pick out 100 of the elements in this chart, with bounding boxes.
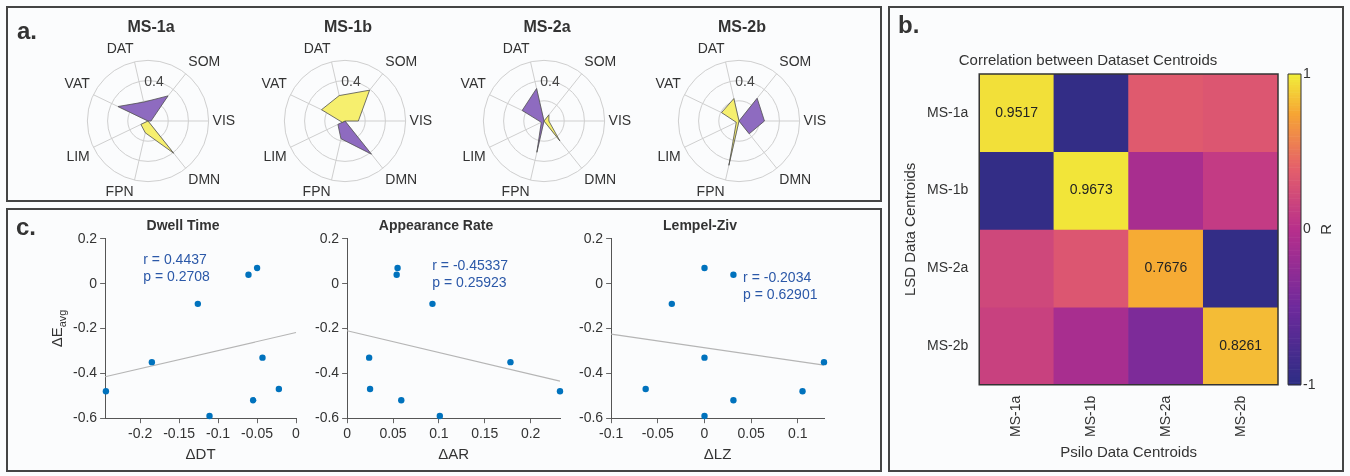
- point: [102, 388, 110, 395]
- y-tick-label: MS-1a: [927, 103, 969, 120]
- x-tick-label: 0: [292, 425, 301, 442]
- spoke-label: FPN: [696, 183, 725, 200]
- spoke-label: VAT: [261, 75, 288, 92]
- point: [249, 397, 257, 404]
- x-tick-label: 0.15: [471, 425, 499, 442]
- annotation: r = -0.45337: [432, 256, 509, 273]
- spoke-label: LIM: [263, 148, 287, 165]
- x-tick-label: MS-1a: [1007, 395, 1024, 437]
- text: 0.4: [341, 73, 361, 90]
- spoke-label: LIM: [462, 148, 486, 165]
- point: [394, 264, 401, 272]
- chart-title: MS-2a: [523, 18, 571, 36]
- x-tick-label: 0: [343, 425, 352, 442]
- spoke-label: FPN: [501, 183, 530, 200]
- point: [730, 397, 737, 404]
- spoke-label: DAT: [303, 40, 332, 57]
- point: [393, 271, 400, 278]
- point: [701, 264, 708, 272]
- chart-title: MS-1a: [127, 18, 175, 36]
- point: [701, 412, 708, 420]
- spoke-label: FPN: [302, 183, 331, 200]
- spoke-label: SOM: [779, 52, 812, 69]
- annotation: p = 0.62901: [743, 286, 818, 303]
- point: [365, 354, 373, 361]
- x-tick-label: MS-2a: [1156, 395, 1173, 437]
- y-axis-title: LSD Data Centroids: [901, 162, 919, 297]
- annotation: r = -0.2034: [743, 269, 812, 286]
- color-bar-label: -1: [1303, 375, 1316, 392]
- text: a.: [17, 16, 38, 44]
- spoke-label: LIM: [66, 148, 90, 165]
- point: [275, 385, 283, 393]
- point: [259, 354, 266, 361]
- data-label: 0.7676: [1144, 259, 1188, 276]
- x-tick-label: MS-1b: [1082, 395, 1099, 437]
- point: [148, 358, 156, 366]
- x-tick-label: -0.05: [241, 425, 274, 442]
- x-tick-label: -0.15: [163, 425, 196, 442]
- x-axis-title: Psilo Data Centroids: [1060, 443, 1197, 461]
- y-tick-label: 0.2: [583, 229, 604, 246]
- spoke-label: DMN: [385, 170, 418, 187]
- y-tick-label: -0.6: [315, 409, 340, 426]
- color-bar-label: 0: [1303, 220, 1311, 237]
- data-label: 0.8261: [1219, 336, 1263, 353]
- y-tick-label: MS-1b: [927, 181, 969, 198]
- x-axis-title: ΔDT: [185, 445, 216, 463]
- spoke-label: FPN: [105, 183, 134, 200]
- spoke-label: SOM: [188, 52, 221, 69]
- point: [556, 388, 564, 395]
- chart-title: Lempel-Ziv: [663, 217, 738, 234]
- x-tick-label: 0.2: [520, 425, 541, 442]
- x-tick-label: 0: [700, 425, 709, 442]
- point: [206, 412, 213, 420]
- point: [642, 385, 649, 393]
- y-tick-label: -0.6: [73, 409, 98, 426]
- y-tick-label: -0.6: [579, 409, 604, 426]
- y-tick-label: 0: [331, 274, 340, 291]
- y-tick-label: -0.2: [73, 319, 98, 336]
- annotation: p = 0.2708: [143, 268, 211, 285]
- chart-title: Correlation between Dataset Centroids: [958, 51, 1218, 69]
- y-tick-label: -0.2: [579, 319, 604, 336]
- x-tick-label: 0.05: [379, 425, 407, 442]
- chart-title: Dwell Time: [146, 217, 220, 234]
- x-tick-label: 0.05: [737, 425, 766, 442]
- y-tick-label: 0: [89, 274, 98, 291]
- data-label: 0.9517: [995, 103, 1039, 120]
- spoke-label: VIS: [212, 111, 236, 128]
- x-axis-title: ΔAR: [438, 445, 470, 463]
- x-tick-label: -0.2: [128, 425, 153, 442]
- y-tick-label: -0.4: [579, 364, 604, 381]
- point: [245, 271, 252, 278]
- point: [194, 300, 202, 308]
- spoke-label: LIM: [657, 148, 681, 165]
- spoke-label: VIS: [409, 111, 433, 128]
- text: b.: [898, 10, 920, 38]
- x-tick-label: MS-2b: [1231, 395, 1248, 437]
- spoke-label: DMN: [779, 170, 812, 187]
- point: [429, 300, 436, 308]
- point: [701, 354, 708, 361]
- color-bar-label: 1: [1303, 64, 1311, 81]
- y-tick-label: 0: [595, 274, 604, 291]
- text: 0.4: [735, 73, 755, 90]
- x-tick-label: 0.1: [429, 425, 449, 442]
- x-axis-title: ΔLZ: [703, 445, 732, 463]
- annotation: p = 0.25923: [432, 273, 507, 290]
- point: [398, 397, 405, 404]
- x-tick-label: -0.05: [641, 425, 674, 442]
- text: c.: [16, 212, 37, 240]
- annotation: r = 0.4437: [143, 251, 207, 268]
- point: [730, 271, 737, 278]
- point: [507, 358, 514, 366]
- y-tick-label: -0.2: [315, 319, 340, 336]
- y-tick-label: MS-2b: [927, 336, 969, 353]
- point: [366, 385, 374, 393]
- chart-title: Appearance Rate: [378, 217, 494, 234]
- y-tick-label: 0.2: [319, 229, 340, 246]
- point: [820, 358, 828, 366]
- spoke-label: VIS: [608, 111, 632, 128]
- y-tick-label: MS-2a: [927, 259, 969, 276]
